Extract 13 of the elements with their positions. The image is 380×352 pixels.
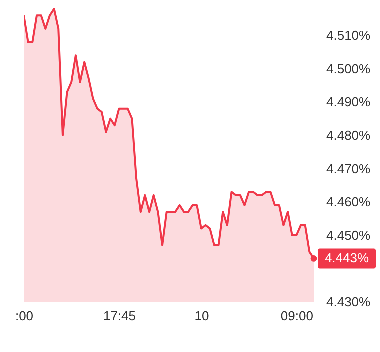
text: 4.443% (324, 250, 370, 266)
x-tick-label: 09:00 (280, 308, 314, 324)
x-tick-label: 10 (194, 308, 210, 324)
y-tick-label: 4.470% (326, 161, 372, 176)
x-tick-label: :00 (15, 308, 34, 324)
y-tick-label: 4.490% (326, 94, 372, 110)
y-tick-label: 4.430% (326, 294, 372, 310)
y-tick-label: 4.510% (326, 28, 372, 44)
x-tick-label: 17:45 (103, 308, 136, 324)
y-tick-label: 4.480% (326, 128, 372, 144)
y-tick-label: 4.500% (326, 61, 372, 76)
y-tick-label: 4.460% (326, 194, 372, 210)
y-tick-label: 4.450% (326, 228, 372, 243)
